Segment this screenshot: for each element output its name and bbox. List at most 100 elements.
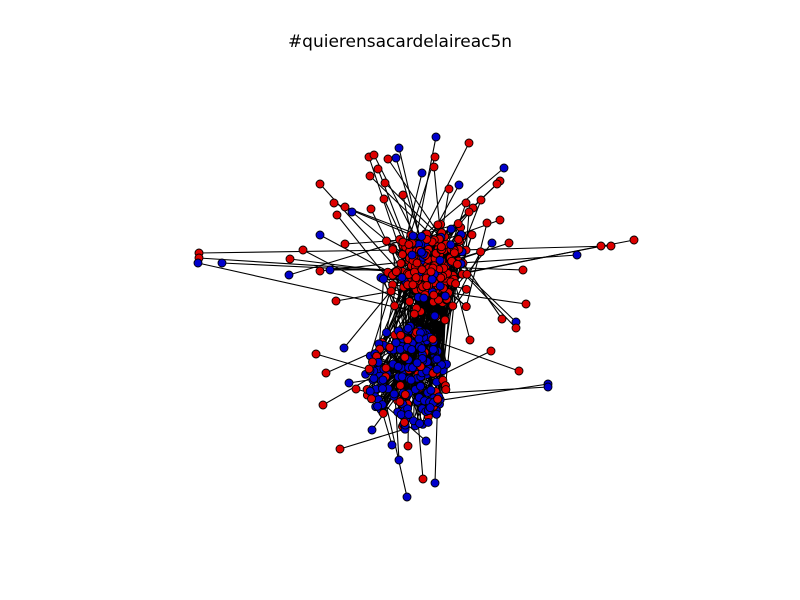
graph-node-red (486, 346, 496, 356)
graph-node-red (388, 245, 398, 254)
graph-node-red (298, 245, 308, 255)
graph-node-blue (446, 224, 456, 234)
graph-node-red (461, 302, 471, 312)
graph-node-blue (572, 250, 582, 260)
graph-node-red (433, 394, 443, 404)
graph-node-blue (415, 419, 425, 428)
graph-node-blue (454, 180, 464, 190)
graph-node-red (335, 444, 345, 454)
graph-node-blue (217, 258, 227, 268)
graph-node-red (403, 441, 413, 451)
graph-node-red (332, 210, 342, 220)
graph-node-red (464, 207, 474, 217)
graph-node-red (467, 230, 477, 240)
graph-node-red (451, 279, 461, 289)
graph-node-red (429, 162, 439, 172)
graph-node-red (426, 267, 436, 277)
graph-node-red (511, 323, 521, 333)
graph-node-blue (435, 255, 445, 265)
graph-node-red (400, 390, 410, 400)
graph-node-red (397, 250, 407, 259)
graph-node-red (482, 218, 492, 228)
graph-node-red (476, 247, 486, 257)
graph-node-red (386, 286, 396, 296)
graph-node-red (444, 184, 454, 194)
graph-node-red (340, 239, 350, 249)
graph-node-blue (426, 385, 436, 395)
graph-edge (398, 147, 422, 245)
graph-node-red (452, 259, 462, 269)
graph-node-blue (487, 238, 497, 248)
graph-node-red (495, 215, 505, 225)
graph-node-red (453, 219, 463, 229)
graph-edge (453, 279, 471, 341)
graph-node-red (428, 334, 438, 344)
graph-node-red (340, 202, 350, 212)
graph-node-red (504, 238, 514, 248)
graph-edge (439, 383, 549, 401)
graph-node-red (311, 349, 321, 359)
graph-node-red (514, 366, 524, 376)
graph-node-red (399, 417, 409, 427)
graph-node-red (596, 241, 606, 251)
graph-node-blue (408, 231, 418, 241)
graph-node-blue (365, 386, 375, 396)
graph-node-red (429, 290, 439, 300)
graph-node-blue (339, 343, 349, 353)
graph-node-blue (315, 230, 325, 240)
graph-node-red (441, 385, 451, 395)
graph-node-red (364, 364, 374, 374)
graph-node-blue (427, 274, 437, 284)
graph-node-red (449, 248, 459, 258)
graph-node-blue (389, 389, 399, 399)
graph-node-blue (417, 231, 426, 241)
graph-node-red (396, 330, 406, 340)
graph-node-blue (379, 274, 388, 284)
graph-node-red (398, 190, 408, 200)
graph-node-red (476, 195, 486, 205)
graph-node-red (606, 241, 616, 251)
graph-node-red (331, 296, 341, 306)
graph-node-red (417, 265, 427, 275)
graph-node-blue (369, 374, 379, 383)
graph-node-red (411, 273, 421, 283)
graph-node-red (461, 284, 471, 294)
graph-node-blue (325, 265, 335, 275)
graph-node-blue (414, 334, 424, 344)
graph-node-red (396, 258, 406, 268)
graph-node-red (418, 474, 428, 484)
graph-node-blue (402, 492, 412, 502)
graph-node-red (378, 408, 388, 418)
graph-node-red (518, 265, 528, 275)
graph-edge (465, 211, 470, 251)
graph-node-red (368, 357, 377, 367)
graph-node-blue (404, 410, 414, 419)
graph-node-blue (373, 401, 383, 411)
graph-node-red (436, 273, 446, 283)
graph-node-red (365, 171, 375, 181)
graph-node-blue (407, 250, 417, 260)
graph-node-red (430, 152, 440, 162)
nodes-layer (193, 132, 639, 502)
graph-node-red (367, 394, 376, 404)
graph-node-red (436, 242, 446, 252)
graph-node-blue (378, 384, 387, 394)
graph-node-red (440, 315, 450, 325)
graph-node-blue (417, 344, 427, 353)
graph-edge (302, 249, 421, 312)
graph-edge (387, 158, 442, 238)
graph-node-red (385, 342, 395, 352)
graph-node-blue (412, 358, 422, 368)
graph-node-red (492, 179, 502, 189)
graph-node-blue (391, 153, 401, 163)
graph-node-blue (416, 247, 426, 257)
graph-node-blue (419, 293, 429, 303)
graph-node-red (351, 384, 361, 394)
graph-node-red (403, 335, 413, 345)
graph-node-red (408, 280, 418, 290)
graph-node-red (380, 178, 390, 188)
graph-node-blue (435, 281, 445, 291)
graph-node-red (321, 368, 331, 378)
graph-node-blue (387, 440, 397, 450)
